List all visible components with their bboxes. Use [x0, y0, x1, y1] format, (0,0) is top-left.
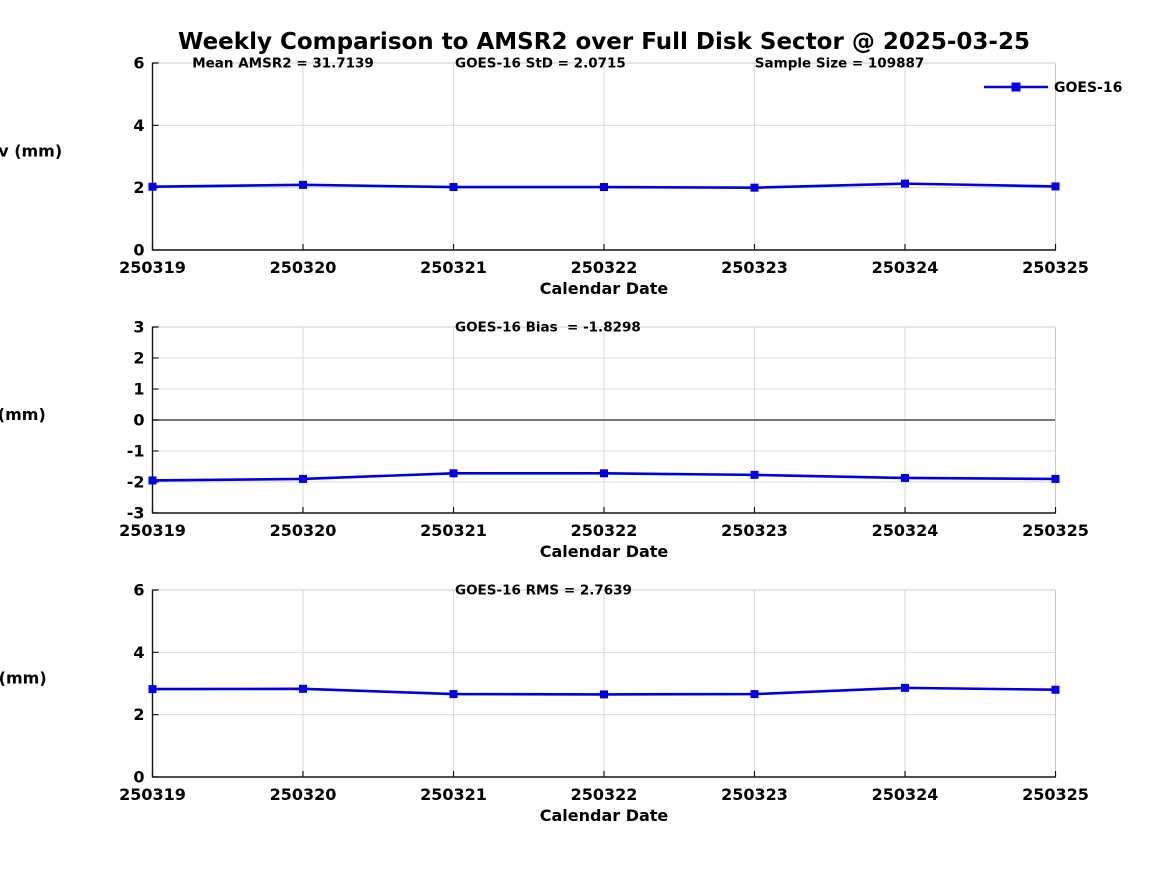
x-axis-label: Calendar Date	[540, 806, 669, 825]
data-point-marker	[901, 473, 909, 482]
x-tick-label: 250325	[1022, 258, 1089, 277]
x-tick-label: 250319	[119, 521, 186, 540]
y-tick-label: 0	[133, 768, 144, 787]
data-point-marker	[449, 469, 458, 478]
legend-label: GOES-16	[1054, 80, 1122, 96]
x-axis-label: Calendar Date	[540, 279, 669, 298]
data-point-marker	[750, 690, 759, 699]
x-tick-label: 250324	[872, 258, 939, 277]
y-tick-label: 3	[133, 318, 144, 337]
y-tick-label: 2	[133, 705, 144, 724]
x-tick-label: 250319	[119, 785, 186, 804]
data-point-marker	[148, 685, 157, 694]
x-tick-label: 250321	[420, 258, 487, 277]
x-tick-label: 250324	[872, 521, 939, 540]
x-tick-label: 250322	[571, 521, 638, 540]
x-tick-label: 250319	[119, 258, 186, 277]
x-tick-label: 250320	[270, 521, 337, 540]
data-point-marker	[1051, 685, 1060, 694]
data-point-marker	[600, 183, 608, 192]
legend-marker	[1011, 82, 1021, 92]
y-axis-label: Std Dev (mm)	[0, 142, 62, 161]
x-tick-label: 250323	[721, 258, 788, 277]
figure-title: Weekly Comparison to AMSR2 over Full Dis…	[178, 29, 1030, 55]
y-tick-label: 2	[133, 349, 144, 368]
y-tick-label: 6	[133, 581, 144, 600]
data-point-marker	[750, 183, 759, 192]
x-tick-label: 250325	[1022, 785, 1089, 804]
data-point-marker	[600, 469, 608, 478]
x-tick-label: 250325	[1022, 521, 1089, 540]
y-tick-label: 4	[133, 116, 144, 135]
annotation: Sample Size = 109887	[755, 56, 924, 72]
x-tick-label: 250324	[872, 785, 939, 804]
data-point-marker	[1051, 474, 1060, 483]
data-point-marker	[750, 470, 759, 479]
x-axis-label: Calendar Date	[540, 542, 669, 561]
x-tick-label: 250321	[420, 521, 487, 540]
data-point-marker	[449, 690, 458, 699]
x-tick-label: 250322	[571, 258, 638, 277]
x-tick-label: 250323	[721, 521, 788, 540]
data-point-marker	[600, 690, 608, 699]
y-tick-label: -1	[127, 442, 145, 461]
x-tick-label: 250321	[420, 785, 487, 804]
annotation: Mean AMSR2 = 31.7139	[192, 56, 374, 72]
y-tick-label: 1	[133, 380, 144, 399]
data-point-marker	[299, 684, 307, 693]
y-axis-label: RMS (mm)	[0, 669, 47, 688]
data-point-marker	[901, 683, 909, 692]
data-point-marker	[449, 183, 458, 192]
annotation: GOES-16 StD = 2.0715	[455, 56, 626, 72]
y-tick-label: 0	[133, 241, 144, 260]
x-tick-label: 250320	[270, 258, 337, 277]
data-point-marker	[148, 182, 157, 191]
x-tick-label: 250323	[721, 785, 788, 804]
data-point-marker	[148, 476, 157, 485]
data-point-marker	[901, 179, 909, 188]
data-point-marker	[299, 474, 307, 483]
annotation: GOES-16 Bias = -1.8298	[455, 320, 641, 336]
data-point-marker	[1051, 182, 1060, 191]
x-tick-label: 250320	[270, 785, 337, 804]
data-point-marker	[299, 180, 307, 189]
y-tick-label: 0	[133, 411, 144, 430]
y-tick-label: -3	[127, 504, 145, 523]
x-tick-label: 250322	[571, 785, 638, 804]
y-tick-label: -2	[127, 473, 145, 492]
y-axis-label: Bias (mm)	[0, 405, 46, 424]
y-tick-label: 6	[133, 54, 144, 73]
annotation: GOES-16 RMS = 2.7639	[455, 583, 632, 599]
y-tick-label: 2	[133, 178, 144, 197]
y-tick-label: 4	[133, 643, 144, 662]
